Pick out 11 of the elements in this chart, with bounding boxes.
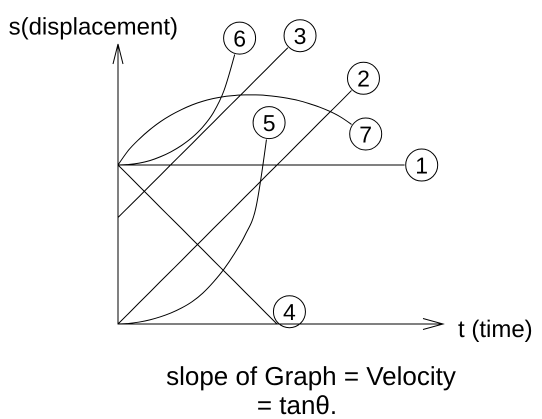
series-label: 2 [357,66,370,92]
series-label: 6 [233,25,246,52]
legend-label: 3 [294,22,306,49]
text: = tanθ. [256,390,338,419]
series-label: 4 [283,298,296,325]
y-axis-title: s(displacement) [8,14,178,40]
series-label: 7 [359,121,372,148]
x-axis-title: t (time) [458,316,533,343]
text: slope of Graph = Velocity [166,361,456,391]
series-label: 5 [262,110,276,136]
series-label: 1 [415,152,428,178]
